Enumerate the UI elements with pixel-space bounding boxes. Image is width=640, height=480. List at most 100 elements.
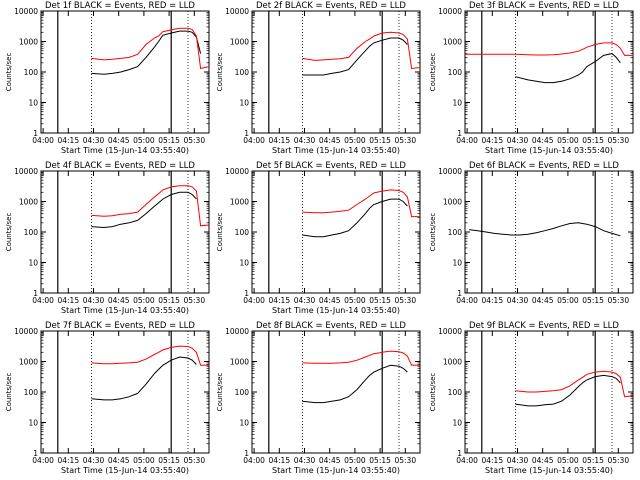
chart-panel-3: Det 3f BLACK = Events, RED = LLD Counts/s… (429, 1, 634, 155)
y-tick-label: 10 (452, 99, 462, 108)
events-series-line (91, 191, 197, 229)
x-tick-label: 04:45 (108, 296, 130, 305)
x-tick-label: 04:15 (481, 456, 503, 465)
y-tick-label: 1000 (230, 198, 249, 207)
x-tick-label: 04:00 (456, 136, 478, 145)
y-axis-label: Counts/sec (5, 53, 13, 92)
x-tick-label: 04:30 (294, 456, 316, 465)
y-tick-label: 10 (28, 419, 38, 428)
y-tick-label: 10000 (225, 7, 249, 16)
x-tick-label: 04:45 (532, 136, 554, 145)
y-tick-label: 1000 (443, 358, 462, 367)
chart-panel-5: Det 5f BLACK = Events, RED = LLD Counts/s… (216, 161, 421, 315)
y-tick-label: 100 (448, 228, 463, 237)
x-tick-label: 05:00 (344, 136, 366, 145)
x-tick-label: 04:15 (481, 296, 503, 305)
x-tick-label: 05:30 (183, 296, 205, 305)
plot-frame (251, 170, 421, 294)
x-tick-label: 05:00 (557, 456, 579, 465)
chart-panel-7: Det 7f BLACK = Events, RED = LLD Counts/s… (5, 321, 210, 475)
x-tick-label: 04:15 (268, 136, 290, 145)
chart-panel-4: Det 4f BLACK = Events, RED = LLD Counts/s… (5, 161, 210, 315)
chart-title: Det 4f BLACK = Events, RED = LLD (45, 161, 195, 171)
x-axis-label: Start Time (15-Jun-14 03:55:40) (272, 306, 400, 315)
x-tick-label: 05:00 (557, 136, 579, 145)
y-axis-label: Counts/sec (429, 213, 437, 252)
x-tick-label: 05:30 (394, 456, 416, 465)
x-tick-label: 04:30 (507, 456, 529, 465)
y-tick-label: 10000 (438, 327, 462, 336)
x-tick-label: 04:00 (32, 136, 54, 145)
y-axis-label: Counts/sec (216, 373, 224, 412)
x-axis-label: Start Time (15-Jun-14 03:55:40) (485, 466, 613, 475)
y-tick-label: 100 (24, 228, 39, 237)
events-series-line (91, 356, 197, 401)
plot-frame (251, 330, 421, 454)
x-tick-label: 04:15 (268, 296, 290, 305)
plot-frame (40, 10, 210, 134)
chart-title: Det 9f BLACK = Events, RED = LLD (469, 321, 619, 331)
y-tick-label: 100 (235, 228, 250, 237)
x-tick-label: 04:45 (108, 136, 130, 145)
y-tick-label: 1 (457, 289, 462, 298)
y-tick-label: 10000 (14, 327, 38, 336)
y-tick-label: 100 (448, 388, 463, 397)
y-tick-label: 1 (244, 449, 249, 458)
events-series-line (515, 374, 621, 407)
y-tick-label: 1000 (230, 38, 249, 47)
x-tick-label: 04:00 (32, 456, 54, 465)
x-tick-label: 05:15 (158, 136, 180, 145)
y-tick-label: 10 (452, 419, 462, 428)
lld-series-line (91, 345, 210, 366)
x-tick-label: 04:30 (83, 136, 105, 145)
x-axis-label: Start Time (15-Jun-14 03:55:40) (272, 466, 400, 475)
x-tick-label: 05:00 (133, 136, 155, 145)
x-tick-label: 05:15 (158, 456, 180, 465)
x-tick-label: 05:30 (183, 456, 205, 465)
chart-title: Det 6f BLACK = Events, RED = LLD (469, 161, 619, 171)
y-tick-label: 1000 (443, 38, 462, 47)
lld-series-line (302, 31, 421, 70)
y-axis-label: Counts/sec (5, 213, 13, 252)
x-tick-label: 04:30 (294, 296, 316, 305)
x-tick-label: 05:15 (369, 456, 391, 465)
x-tick-label: 04:30 (83, 456, 105, 465)
x-axis-label: Start Time (15-Jun-14 03:55:40) (485, 146, 613, 155)
x-tick-label: 04:30 (83, 296, 105, 305)
y-tick-label: 1 (33, 289, 38, 298)
x-tick-label: 04:15 (57, 456, 79, 465)
y-tick-label: 10 (239, 259, 249, 268)
x-tick-label: 04:30 (507, 136, 529, 145)
x-tick-label: 05:15 (369, 296, 391, 305)
x-tick-label: 04:30 (294, 136, 316, 145)
y-tick-label: 10 (239, 419, 249, 428)
y-tick-label: 1000 (19, 358, 38, 367)
y-tick-label: 10 (28, 99, 38, 108)
y-tick-label: 100 (235, 388, 250, 397)
x-tick-label: 04:00 (32, 296, 54, 305)
y-tick-label: 100 (235, 68, 250, 77)
x-tick-label: 04:45 (319, 296, 341, 305)
y-tick-label: 10000 (225, 167, 249, 176)
x-tick-label: 05:15 (369, 136, 391, 145)
x-tick-label: 04:15 (268, 456, 290, 465)
events-series-line (515, 53, 621, 84)
plot-frame (464, 330, 634, 454)
x-tick-label: 04:45 (532, 296, 554, 305)
y-tick-label: 1000 (19, 38, 38, 47)
y-tick-label: 1000 (230, 358, 249, 367)
x-tick-label: 04:45 (319, 136, 341, 145)
y-axis-label: Counts/sec (429, 53, 437, 92)
x-tick-label: 05:15 (582, 296, 604, 305)
events-series-line (469, 222, 621, 237)
x-tick-label: 04:15 (57, 136, 79, 145)
lld-series-line (91, 185, 210, 227)
y-tick-label: 1 (244, 129, 249, 138)
x-tick-label: 05:30 (394, 296, 416, 305)
events-series-line (302, 364, 408, 404)
y-tick-label: 1 (457, 129, 462, 138)
y-tick-label: 100 (24, 388, 39, 397)
chart-title: Det 3f BLACK = Events, RED = LLD (469, 1, 619, 11)
y-tick-label: 10000 (438, 167, 462, 176)
